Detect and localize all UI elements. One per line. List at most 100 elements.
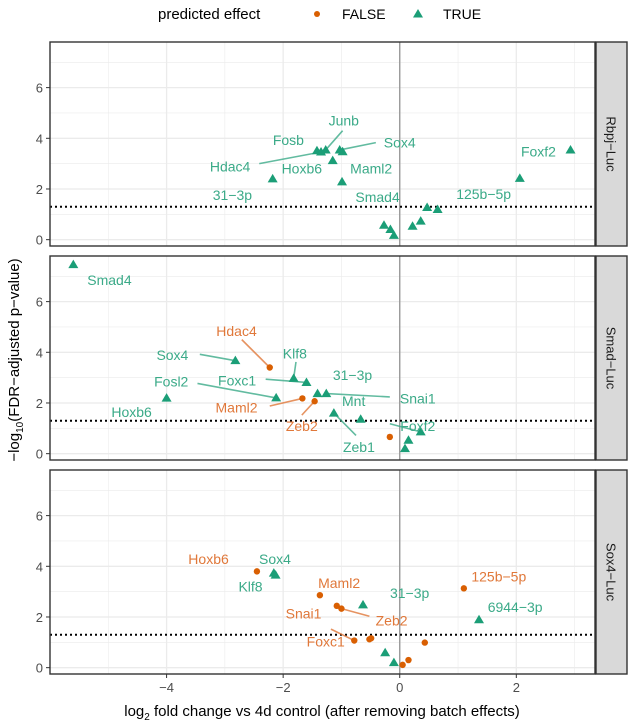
label-leader-line [197,382,277,399]
point-label: Maml2 [350,160,392,176]
data-point-false [333,602,340,610]
y-tick-label: 6 [36,81,43,96]
y-tick-label: 2 [36,396,43,411]
facet-strip-label: Sox4−Luc [604,543,619,602]
data-point-true [327,155,338,165]
data-point-true [328,408,339,417]
panel-border [49,469,596,675]
y-tick-label: 2 [36,182,43,197]
x-tick-label: 2 [513,680,520,695]
point-label: Fosl2 [154,374,188,390]
label-leader-line [259,151,322,165]
data-point-true [415,216,426,225]
panel-border [49,41,596,247]
data-point-false [316,591,324,599]
facet-strip [595,255,628,461]
x-axis-title: log2 fold change vs 4d control (after re… [124,703,520,723]
label-leader-line [389,422,421,433]
facet-strip-label: Smad−Luc [604,327,619,390]
label-leader-line [269,397,303,407]
x-tick-label: −4 [159,680,174,695]
data-point-true [422,202,433,211]
point-label: Smad4 [355,189,400,205]
y-tick-label: 4 [36,131,43,146]
panel-background [50,256,595,460]
facet-strip-label: Rbpj−Luc [604,116,619,172]
data-point-true [380,647,391,657]
label-leader-line [199,353,236,362]
panel-background [50,470,595,674]
facet-strip [595,469,628,675]
point-label: Sox4 [384,135,416,151]
data-point-false [421,639,428,646]
data-point-false [299,395,306,402]
data-point-true [514,173,525,182]
data-point-true [271,392,282,402]
data-point-true [337,146,348,156]
y-tick-label: 0 [36,447,43,462]
point-label: Klf8 [238,578,262,594]
data-point-true [316,146,327,156]
point-label: Foxc1 [307,634,345,650]
point-label: Sox4 [156,347,188,363]
data-point-false [311,398,318,405]
data-point-true [385,224,396,234]
data-point-true [230,355,241,365]
data-point-true [337,176,348,186]
point-label: 6944−3p [488,599,543,615]
data-point-true [358,599,369,609]
point-label: Hoxb6 [188,551,229,567]
y-tick-label: 0 [36,233,43,248]
label-leader-line [339,141,376,151]
point-label: Smad4 [87,272,132,288]
point-label: Foxf2 [400,418,435,434]
legend-true-label: TRUE [443,6,481,22]
legend-false-circle-icon [314,11,320,17]
y-tick-label: 4 [36,345,43,360]
facet-strip [595,41,628,247]
data-point-true [388,657,399,667]
y-tick-label: 4 [36,559,43,574]
data-point-false [460,585,468,592]
label-leader-line [326,392,390,398]
label-leader-line [241,339,271,369]
point-label: 125b−5p [456,186,511,202]
point-label: Klf8 [283,345,307,361]
legend-title: predicted effect [158,6,261,23]
data-point-false [351,637,358,644]
y-tick-label: 0 [36,661,43,676]
data-point-false [253,568,261,575]
data-point-false [386,433,394,441]
y-axis-title: −log10(FDR−adjusted p−value) [6,258,26,461]
data-point-true [403,435,414,444]
panel-1: Smad4 Sox4 Hoxb6 Hdac4 Klf8 Foxc1 Fosl2 Maml2 Ze… [36,255,628,462]
point-label: Hoxb6 [282,160,323,176]
label-leader-line [333,412,357,436]
data-point-true [432,204,443,214]
data-point-true [399,443,410,453]
data-point-true [388,230,399,239]
point-label: Snai1 [400,390,436,406]
label-leader-line [330,628,355,642]
panel-0: Fosb Junb Sox4 Hdac4 Hoxb6 Maml2 31−3p 125b−5p F… [36,41,628,248]
panel-background [50,42,595,246]
data-point-true [378,220,389,229]
data-point-true [270,570,281,579]
point-label: Fosb [273,132,304,148]
point-label: Zeb2 [286,418,318,434]
point-label: Junb [329,113,360,129]
legend-false-label: FALSE [342,6,386,22]
data-point-true [415,426,426,436]
data-point-true [288,373,299,382]
x-tick-label: 0 [396,680,403,695]
y-tick-label: 2 [36,610,43,625]
y-tick-label: 6 [36,509,43,524]
y-tick-label: 6 [36,295,43,310]
data-point-true [407,221,418,230]
point-label: Snai1 [286,606,322,622]
data-point-true [321,388,332,398]
data-point-true [301,377,312,386]
point-label: Hdac4 [216,323,257,339]
data-point-true [565,144,576,154]
data-point-true [161,393,172,402]
